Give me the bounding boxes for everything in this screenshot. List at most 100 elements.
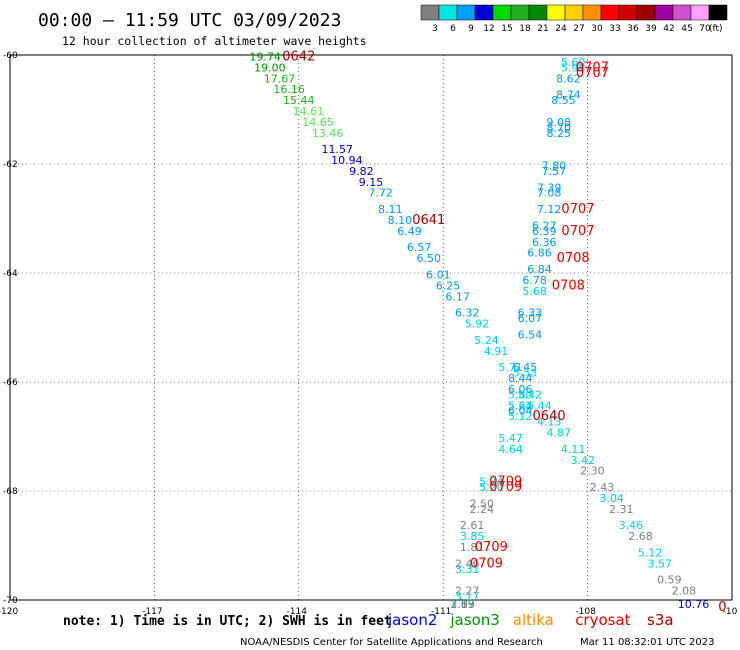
footer-timestamp: Mar 11 08:32:01 UTC 2023 — [580, 637, 715, 648]
wave-height-point: 4.91 — [484, 345, 509, 358]
colorbar-label: 30 — [591, 24, 603, 34]
colorbar-swatch — [492, 4, 512, 21]
legend-cryosat: cryosat — [575, 611, 630, 629]
colorbar-label: 42 — [663, 24, 674, 34]
pass-time-label: 0708 — [552, 278, 585, 293]
x-tick-label: -10 — [723, 607, 738, 617]
colorbar-swatch — [456, 4, 476, 21]
wave-height-point: 14.65 — [302, 116, 334, 129]
wave-height-point: 5.68 — [522, 285, 547, 298]
pass-time-label: 0640 — [533, 409, 566, 424]
wave-height-point: 8.25 — [546, 127, 571, 140]
page-subtitle: 12 hour collection of altimeter wave hei… — [62, 34, 367, 48]
wave-height-point: 8.44 — [508, 372, 533, 385]
pass-time-label: 0707 — [576, 60, 609, 75]
colorbar-label: 6 — [450, 24, 456, 34]
colorbar-label: 18 — [519, 24, 531, 34]
colorbar-swatch — [546, 4, 566, 21]
pass-time-label: 0709 — [489, 480, 522, 495]
wave-height-point: 5.71 — [498, 361, 523, 374]
wave-height-point: 3.31 — [455, 563, 480, 576]
pass-time-label: 0709 — [489, 475, 522, 490]
colorbar-label: 27 — [573, 24, 584, 34]
wave-height-point: 5.80 — [508, 388, 533, 401]
wave-height-point: 9.82 — [349, 165, 374, 178]
colorbar-label: 9 — [468, 24, 474, 34]
pass-time-label: 0707 — [561, 202, 594, 217]
colorbar-label: 33 — [609, 24, 620, 34]
y-tick-label: -62 — [3, 160, 18, 170]
colorbar-swatch — [654, 4, 674, 21]
wave-height-point: 6.57 — [407, 241, 432, 254]
satellite-legend: jason2 jason3 altika cryosat s3a — [387, 611, 674, 629]
wave-height-point: 19.00 — [254, 61, 286, 74]
wave-height-point: 3.85 — [460, 530, 485, 543]
wave-height-point: 6.78 — [522, 274, 547, 287]
legend-jason2: jason2 — [387, 611, 437, 629]
wave-height-point: 4.87 — [546, 427, 571, 440]
wave-height-point: 5.12 — [638, 546, 663, 559]
wave-height-point: 7.57 — [542, 165, 567, 178]
colorbar-swatch — [582, 4, 602, 21]
y-tick-label: -70 — [3, 596, 18, 606]
pass-time-label: 0709 — [470, 556, 503, 571]
pass-time-label: 0641 — [412, 213, 445, 228]
colorbar-label: 70 — [699, 24, 711, 34]
wave-height-point: 2.68 — [628, 530, 653, 543]
pass-time-label: 0708 — [557, 251, 590, 266]
colorbar-label: 24 — [555, 24, 567, 34]
colorbar-label: 15 — [501, 24, 512, 34]
wave-height-point: 9.15 — [359, 176, 384, 189]
legend-altika: altika — [513, 611, 554, 629]
legend-s3a: s3a — [647, 611, 674, 629]
wave-height-point: 4.11 — [561, 443, 586, 456]
footer: note: 1) Time is in UTC; 2) SWH is in fe… — [63, 611, 715, 648]
wave-height-point: 6.84 — [527, 263, 552, 276]
wave-height-point: 6.36 — [532, 236, 557, 249]
wave-height-point: 1.81 — [460, 541, 485, 554]
time-labels: 0642064106400707070707070707070807080709… — [282, 49, 726, 614]
wave-height-point: 2.30 — [580, 465, 605, 478]
wave-height-point: 11.57 — [322, 143, 354, 156]
wave-height-point: 7.08 — [537, 187, 562, 200]
pass-time-label: 0709 — [475, 540, 508, 555]
wave-height-point: 2.31 — [609, 503, 634, 516]
wave-height-point: 13.46 — [312, 127, 344, 140]
wave-height-point: 6.39 — [532, 225, 557, 238]
y-tick-label: -60 — [3, 51, 18, 61]
wave-height-point: 6.17 — [445, 290, 470, 303]
grid — [10, 55, 732, 600]
wave-height-point: 8.55 — [551, 94, 576, 107]
wave-height-point: 5.24 — [508, 399, 533, 412]
x-tick-label: -108 — [575, 607, 596, 617]
colorbar-swatch — [510, 4, 530, 21]
y-tick-label: -64 — [3, 269, 18, 279]
wave-height-point: 8.62 — [556, 72, 581, 85]
wave-height-point: 5.92 — [465, 318, 490, 331]
colorbar: 3 6 9 12 15 18 21 24 27 30 33 36 39 42 45 70(ft) — [420, 4, 728, 34]
colorbar-swatch — [474, 4, 494, 21]
wave-height-point: 4.13 — [537, 416, 562, 429]
plot-area — [9, 54, 733, 601]
wave-height-point: 6.49 — [397, 225, 422, 238]
wave-height-point: 7.72 — [368, 187, 393, 200]
colorbar-unit: (ft) — [709, 24, 723, 34]
colorbar-swatch — [618, 4, 638, 21]
data-points: 19.7419.0017.6716.1615.4414.6114.6513.46… — [249, 50, 709, 611]
wave-height-point: 5.12 — [508, 410, 533, 423]
wave-height-point: 2.19 — [450, 598, 475, 611]
colorbar-swatch — [690, 4, 710, 21]
wave-height-point: 3.07 — [450, 598, 475, 611]
colorbar-swatch — [420, 4, 440, 21]
colorbar-swatch — [564, 4, 584, 21]
wave-height-point: 6.45 — [513, 361, 538, 374]
wave-height-point: 6.06 — [508, 383, 533, 396]
wave-height-point: 6.50 — [417, 252, 442, 265]
wave-height-point: 8.10 — [388, 214, 413, 227]
plot-frame — [9, 54, 733, 601]
wave-height-point: 6.04 — [508, 405, 533, 418]
x-tick-label: -117 — [142, 607, 162, 617]
wave-height-point: 6.32 — [455, 307, 480, 320]
wave-height-point: 2.08 — [672, 585, 697, 598]
